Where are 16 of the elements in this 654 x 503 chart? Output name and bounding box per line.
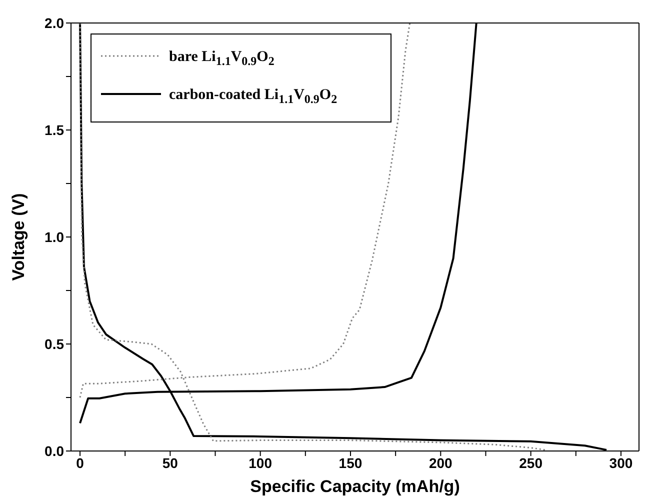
x-tick-label: 50 bbox=[162, 454, 178, 471]
legend-label: bare Li$_{1.1}$V$_{0.9}$O$_{2}$ bbox=[169, 49, 274, 68]
x-tick-label: 0 bbox=[76, 454, 84, 471]
x-tick-label: 100 bbox=[248, 454, 272, 471]
y-tick-label: 1.0 bbox=[44, 228, 64, 245]
x-axis-title: Specific Capacity (mAh/g) bbox=[250, 477, 460, 496]
y-tick-label: 1.5 bbox=[44, 122, 64, 138]
y-tick-label: 0.5 bbox=[44, 336, 64, 352]
x-tick-label: 300 bbox=[609, 454, 633, 471]
y-tick-label: 0.0 bbox=[44, 442, 64, 459]
x-tick-label: 150 bbox=[338, 454, 362, 471]
y-axis-title: Voltage (V) bbox=[9, 193, 28, 281]
x-tick-label: 200 bbox=[428, 454, 453, 471]
y-tick-label: 2.0 bbox=[44, 14, 64, 31]
legend-label: carbon-coated Li$_{1.1}$V$_{0.9}$O$_{2}$ bbox=[169, 87, 338, 106]
x-tick-label: 250 bbox=[519, 454, 543, 471]
